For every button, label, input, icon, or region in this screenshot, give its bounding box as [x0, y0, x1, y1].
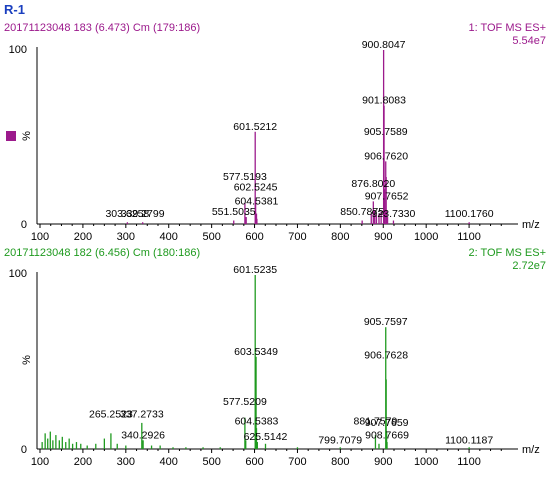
y-axis-label: % [21, 131, 33, 141]
figure-label: R-1 [4, 2, 25, 17]
peak-label: 625.5142 [244, 431, 288, 443]
peak-label: 1100.1760 [445, 208, 494, 220]
peak-label: 551.5035 [212, 206, 256, 218]
header-right-intensity: 5.54e7 [512, 35, 546, 47]
header-left: 20171123048 183 (6.473) Cm (179:186) [4, 22, 200, 34]
peak-label: 907.7652 [365, 190, 409, 202]
peak-labels: 900.8047 901.8083 905.7589 906.7620 601.5212… [105, 39, 493, 220]
peaks [41, 275, 470, 449]
x-ticks: 100 200 300 400 500 600 700 800 900 1000 1100 [31, 449, 502, 468]
x-tick-label: 400 [160, 456, 178, 468]
peak-labels: 601.5235 603.5349 905.7597 906.7628 577.5209… [89, 264, 493, 447]
y-tick-100: 100 [9, 44, 27, 56]
peak-label: 339.2799 [121, 208, 165, 220]
x-tick-label: 100 [31, 231, 49, 243]
peak-label: 1100.1187 [445, 435, 493, 447]
y-axis-label: % [21, 355, 33, 365]
x-tick-label: 500 [202, 231, 220, 243]
peak-label: 337.2733 [120, 408, 164, 420]
x-tick-label: 800 [331, 231, 349, 243]
x-tick-label: 200 [74, 456, 92, 468]
header-left: 20171123048 182 (6.456) Cm (180:186) [4, 247, 200, 259]
peak-label: 850.7875 [340, 206, 384, 218]
x-tick-label: 600 [245, 231, 263, 243]
x-ticks: 100 200 300 400 500 600 700 800 900 1000 1100 [31, 224, 502, 243]
x-axis-label: m/z [522, 219, 540, 231]
y-tick-100: 100 [9, 268, 27, 280]
x-tick-label: 1000 [414, 231, 438, 243]
x-tick-label: 900 [374, 456, 392, 468]
peak-label: 908.7669 [365, 429, 409, 441]
x-tick-label: 1100 [457, 231, 481, 243]
header-right-mode: 1: TOF MS ES+ [468, 22, 546, 34]
peak-label: 577.5209 [223, 396, 267, 408]
x-tick-label: 800 [331, 456, 349, 468]
peak-label: 577.5193 [223, 171, 267, 183]
spectrum-panel-top: 20171123048 183 (6.473) Cm (179:186) 1: … [4, 22, 546, 243]
x-tick-label: 1000 [414, 456, 438, 468]
peaks [126, 50, 470, 224]
spectrum-panel-bottom: 20171123048 182 (6.456) Cm (180:186) 2: … [4, 247, 546, 468]
x-tick-label: 200 [74, 231, 92, 243]
x-tick-label: 300 [117, 231, 135, 243]
peak-label: 601.5212 [233, 121, 277, 133]
x-tick-label: 100 [31, 456, 49, 468]
peak-label: 604.5383 [235, 415, 279, 427]
x-axis-label: m/z [522, 444, 540, 456]
peak-label: 604.5381 [235, 196, 279, 208]
x-tick-label: 300 [117, 456, 135, 468]
peak-label: 876.8020 [351, 178, 395, 190]
peak-label: 265.2523 [89, 408, 133, 420]
peak-label: 340.2926 [121, 429, 165, 441]
peak-label: 906.7620 [364, 150, 408, 162]
peak-label: 906.7628 [364, 349, 408, 361]
x-tick-label: 700 [288, 231, 306, 243]
peak-label: 905.7597 [364, 316, 408, 328]
x-tick-label: 500 [202, 456, 220, 468]
x-tick-label: 400 [160, 231, 178, 243]
peak-label: 603.5349 [234, 346, 278, 358]
peak-label: 907.7659 [365, 417, 409, 429]
y-tick-0: 0 [21, 219, 27, 231]
peak-label: 303.6258 [105, 208, 149, 220]
peak-label: 602.5245 [234, 182, 278, 194]
peak-label: 799.7079 [318, 435, 362, 447]
header-right-intensity: 2.72e7 [512, 260, 546, 272]
header-right-mode: 2: TOF MS ES+ [468, 247, 546, 259]
peak-label: 601.5235 [233, 264, 277, 276]
y-tick-0: 0 [21, 444, 27, 456]
peak-label: 881.7579 [354, 415, 398, 427]
x-tick-label: 600 [245, 456, 263, 468]
peak-label: 905.7589 [364, 126, 408, 138]
x-tick-label: 700 [288, 456, 306, 468]
x-tick-label: 1100 [457, 456, 481, 468]
peak-label: 901.8083 [362, 95, 406, 107]
peak-label: 900.8047 [362, 39, 406, 51]
channel-marker [6, 131, 16, 141]
peak-label: 923.7330 [372, 208, 416, 220]
x-tick-label: 900 [374, 231, 392, 243]
